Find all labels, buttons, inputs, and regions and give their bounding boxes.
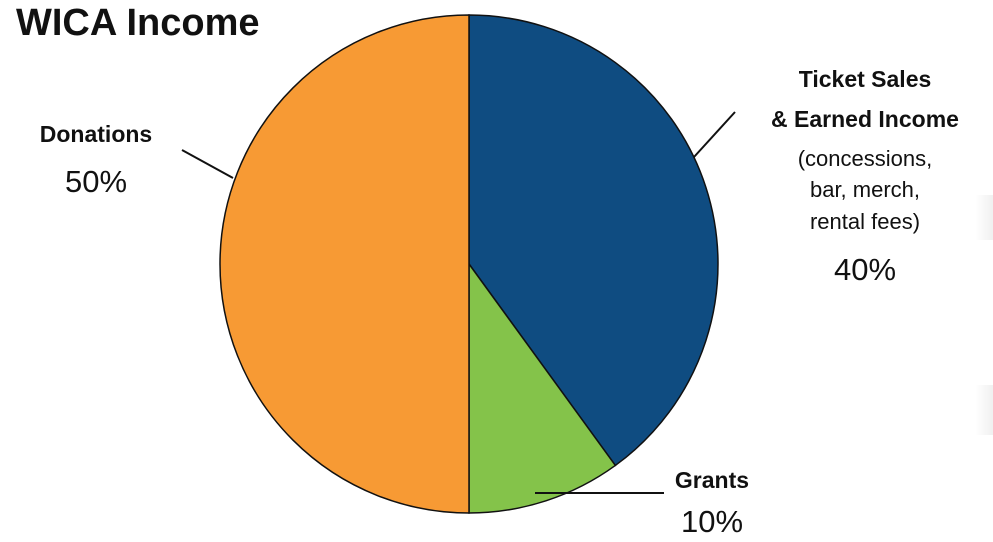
slice-label-ticket-sales-line2: & Earned Income — [771, 106, 959, 132]
edge-shadow-bottom — [975, 385, 993, 435]
slice-value-ticket-sales: 40% — [834, 252, 896, 287]
pie-slice-ticket-sales — [468, 14, 719, 467]
slice-value-grants: 10% — [681, 504, 743, 537]
slice-value-donations: 50% — [65, 164, 127, 199]
slice-label-donations: Donations — [40, 121, 152, 147]
slice-label-grants: Grants — [675, 467, 749, 493]
slice-note-line2: bar, merch, — [810, 177, 920, 202]
edge-shadow-top — [975, 195, 993, 240]
pie-slice-donations — [219, 14, 470, 514]
slice-note-line1: (concessions, — [798, 146, 933, 171]
pie-slices — [219, 14, 719, 514]
pie-slice-grants — [468, 261, 617, 514]
leader-line-donations — [181, 149, 234, 179]
slice-note-line3: rental fees) — [810, 209, 920, 234]
chart-title: WICA Income — [16, 2, 260, 44]
slice-label-ticket-sales: Ticket Sales — [799, 66, 932, 92]
leader-line-ticket-sales — [693, 111, 736, 158]
